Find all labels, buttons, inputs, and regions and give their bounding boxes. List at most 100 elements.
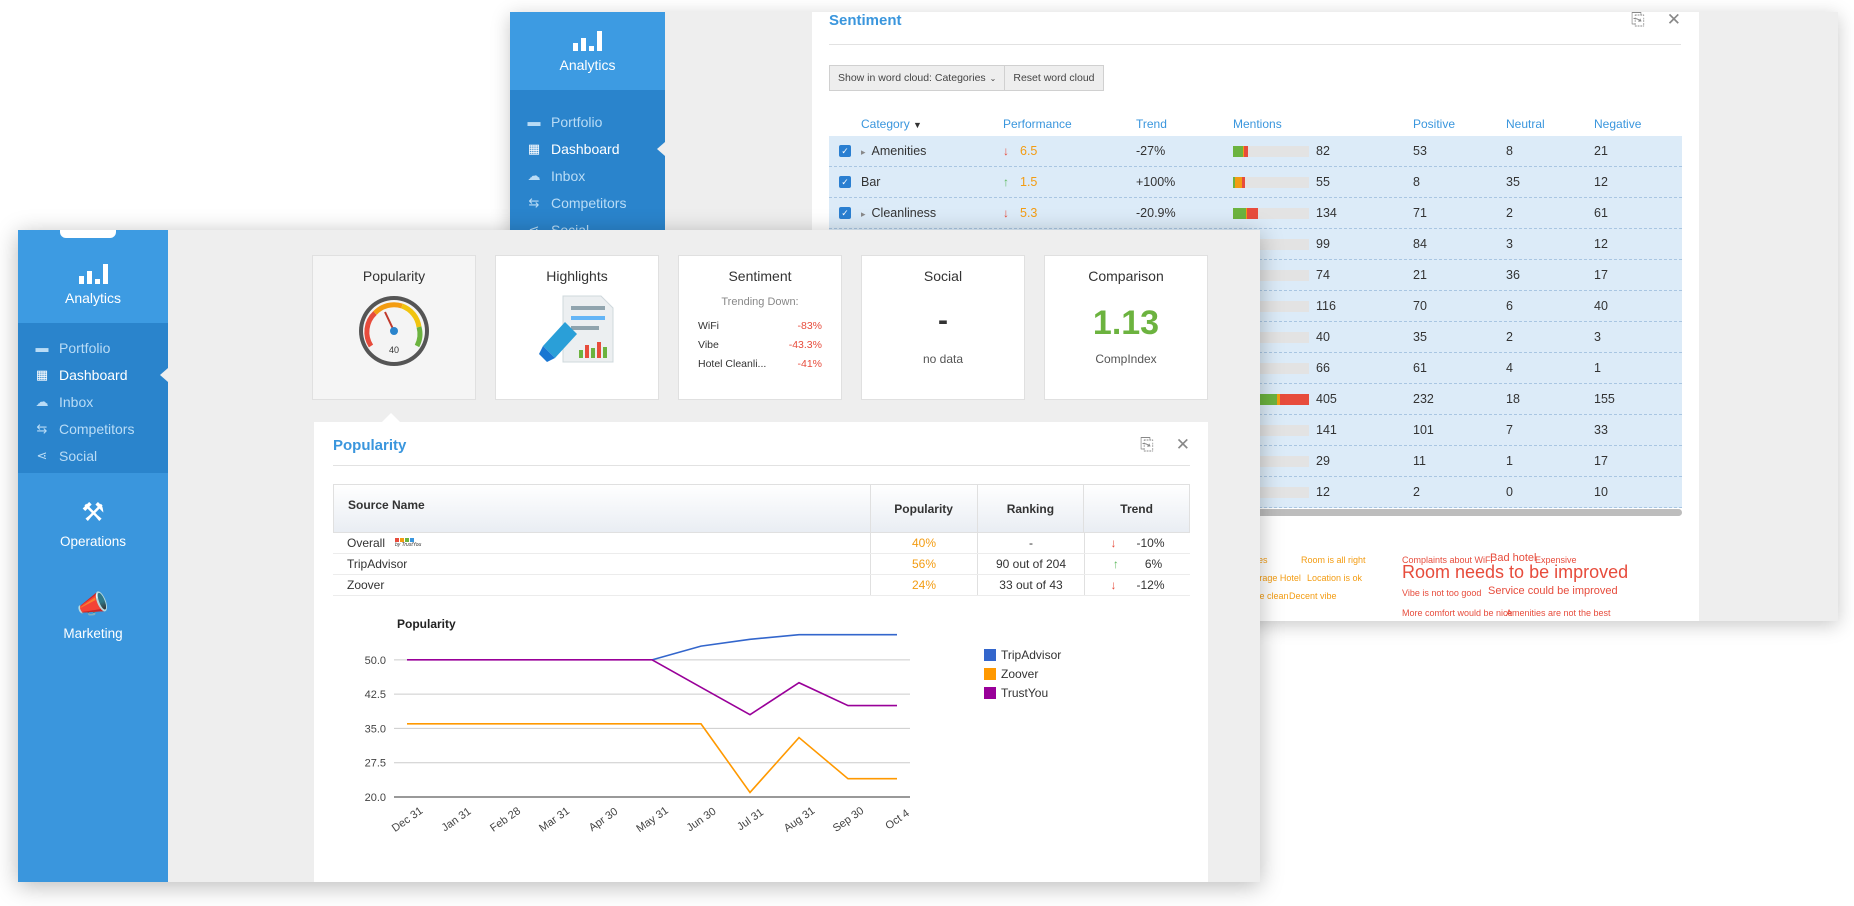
series-line-tripadvisor bbox=[651, 633, 897, 661]
sidebar-item-dashboard[interactable]: ▦ Dashboard bbox=[18, 361, 168, 388]
dashboard-widgets: Popularity 40 Highlights bbox=[312, 255, 1208, 400]
export-icon[interactable]: ⎘ bbox=[1140, 435, 1154, 454]
source-name-cell: Zoover bbox=[347, 578, 385, 592]
arrow-up-icon: ↑ bbox=[1003, 175, 1009, 189]
word-cloud-term[interactable]: Average Hotel bbox=[1244, 573, 1301, 583]
mentions-header[interactable]: Mentions bbox=[1233, 117, 1282, 131]
word-cloud-term[interactable]: Room needs to be improved bbox=[1402, 562, 1629, 582]
sidebar-item-competitors[interactable]: ⇆ Competitors bbox=[18, 415, 168, 442]
word-cloud-term[interactable]: Service could be improved bbox=[1488, 585, 1618, 597]
comparison-widget[interactable]: Comparison 1.13 CompIndex bbox=[1044, 255, 1208, 400]
list-item: Hotel Cleanli... -41% bbox=[698, 354, 822, 373]
word-cloud-term[interactable]: Amenities are not the best bbox=[1506, 608, 1611, 618]
table-row[interactable]: ✓ ▸ Cleanliness ↓ 5.3 -20.9% 134 71 2 61 bbox=[829, 198, 1682, 229]
reset-word-cloud-button[interactable]: Reset word cloud bbox=[1005, 65, 1104, 91]
performance-cell: ↓ 5.3 bbox=[1003, 206, 1136, 220]
mentions-bar-segment bbox=[1242, 145, 1245, 157]
word-cloud-term[interactable]: Location is ok bbox=[1307, 573, 1363, 583]
legend-swatch bbox=[984, 686, 996, 699]
category-header[interactable]: Category ▼ bbox=[861, 117, 1003, 131]
series-line-zoover bbox=[407, 723, 897, 794]
operations-nav[interactable]: ⚒ Operations bbox=[18, 477, 168, 569]
front-sidebar: Analytics ▬ Portfolio ▦ Dashboard ☁ Inbox ⇆… bbox=[18, 230, 168, 882]
positive-cell: 232 bbox=[1413, 392, 1434, 406]
performance-header[interactable]: Performance bbox=[1003, 117, 1072, 131]
exchange-icon: ⇆ bbox=[36, 420, 48, 436]
ranking-header[interactable]: Ranking bbox=[976, 485, 1084, 532]
table-row[interactable]: Overall by TrustYou 40% - ↓ -10% bbox=[333, 533, 1190, 554]
popularity-widget[interactable]: Popularity 40 bbox=[312, 255, 476, 400]
show-in-word-cloud-dropdown[interactable]: Show in word cloud: Categories ⌄ bbox=[829, 65, 1006, 91]
back-sidebar-item-portfolio[interactable]: ▬ Portfolio bbox=[510, 108, 665, 135]
sentiment-widget[interactable]: Sentiment Trending Down: WiFi -83% Vibe -4… bbox=[678, 255, 842, 400]
sidebar-item-portfolio[interactable]: ▬ Portfolio bbox=[18, 334, 168, 361]
mentions-bar-segment bbox=[1233, 145, 1243, 157]
source-name-header[interactable]: Source Name bbox=[348, 498, 425, 512]
mentions-cell: 29 bbox=[1233, 454, 1413, 468]
word-cloud-term[interactable]: Room is all right bbox=[1301, 555, 1366, 565]
table-row[interactable]: ✓ ▸ Amenities ↓ 6.5 -27% 82 53 8 21 bbox=[829, 136, 1682, 167]
trend-cell: -27% bbox=[1136, 144, 1233, 158]
analytics-label: Analytics bbox=[64, 290, 122, 306]
neutral-header[interactable]: Neutral bbox=[1506, 117, 1545, 131]
popularity-header[interactable]: Popularity bbox=[869, 485, 977, 532]
close-icon[interactable]: ✕ bbox=[1666, 12, 1681, 29]
word-cloud-term[interactable]: Quite clean bbox=[1243, 591, 1289, 601]
word-cloud-term[interactable]: Vibe is not too good bbox=[1402, 588, 1482, 598]
sidebar-item-social[interactable]: ⋖ Social bbox=[18, 442, 168, 469]
mentions-bar-segment bbox=[1233, 176, 1235, 188]
sidebar-item-label: Dashboard bbox=[551, 140, 620, 157]
legend-item[interactable]: Zoover bbox=[984, 664, 1061, 683]
mentions-bar-segment bbox=[1246, 207, 1259, 219]
dropdown-label: Show in word cloud: Categories bbox=[838, 72, 986, 84]
word-cloud-term[interactable]: Expensive bbox=[1535, 555, 1577, 565]
back-analytics-nav[interactable]: Analytics bbox=[510, 12, 665, 90]
mentions-cell: 12 bbox=[1233, 485, 1413, 499]
checkbox[interactable]: ✓ bbox=[839, 207, 851, 219]
close-icon[interactable]: ✕ bbox=[1175, 435, 1190, 454]
word-cloud-term[interactable]: Bad hotel bbox=[1490, 552, 1537, 564]
positive-header[interactable]: Positive bbox=[1413, 117, 1456, 131]
social-widget[interactable]: Social - no data bbox=[861, 255, 1025, 400]
popularity-panel-title: Popularity bbox=[333, 437, 407, 454]
legend-item[interactable]: TrustYou bbox=[984, 683, 1061, 702]
chart-legend: TripAdvisor Zoover TrustYou bbox=[984, 645, 1061, 702]
word-cloud-term[interactable]: Decent vibe bbox=[1289, 591, 1337, 601]
arrow-down-icon: ↓ bbox=[1003, 206, 1009, 220]
widget-title: Highlights bbox=[546, 268, 608, 284]
mentions-value: 40 bbox=[1316, 330, 1330, 344]
mentions-value: 99 bbox=[1316, 237, 1330, 251]
x-tick-label: Aug 31 bbox=[782, 805, 817, 835]
neutral-cell: 2 bbox=[1506, 330, 1513, 344]
expand-icon[interactable]: ▸ bbox=[861, 209, 866, 219]
ranking-cell: 33 out of 43 bbox=[977, 575, 1084, 595]
back-sidebar-item-inbox[interactable]: ☁ Inbox bbox=[510, 162, 665, 189]
popularity-chart: Popularity 20.0 27.5 35.0 42.5 50.0 Dec 31 Jan… bbox=[354, 617, 1184, 882]
back-sidebar-item-competitors[interactable]: ⇆ Competitors bbox=[510, 189, 665, 216]
word-cloud-term[interactable]: Complaints about WiFi bbox=[1402, 555, 1493, 565]
export-icon[interactable]: ⎘ bbox=[1631, 12, 1645, 29]
expand-icon[interactable]: ▸ bbox=[861, 147, 866, 157]
legend-item[interactable]: TripAdvisor bbox=[984, 645, 1061, 664]
inbox-icon: ☁ bbox=[35, 393, 49, 409]
highlights-widget[interactable]: Highlights bbox=[495, 255, 659, 400]
sidebar-item-inbox[interactable]: ☁ Inbox bbox=[18, 388, 168, 415]
mentions-bar bbox=[1233, 176, 1309, 188]
mentions-value: 134 bbox=[1316, 206, 1337, 220]
table-row[interactable]: ✓ Bar ↑ 1.5 +100% 55 8 35 12 bbox=[829, 167, 1682, 198]
table-row[interactable]: TripAdvisor 56% 90 out of 204 ↑ 6% bbox=[333, 554, 1190, 575]
marketing-nav[interactable]: 📣 Marketing bbox=[18, 569, 168, 661]
mentions-value: 66 bbox=[1316, 361, 1330, 375]
negative-header[interactable]: Negative bbox=[1594, 117, 1642, 131]
back-sidebar-item-dashboard[interactable]: ▦ Dashboard bbox=[510, 135, 665, 162]
checkbox[interactable]: ✓ bbox=[839, 176, 851, 188]
table-row[interactable]: Zoover 24% 33 out of 43 ↓ -12% bbox=[333, 575, 1190, 596]
word-cloud-term[interactable]: More comfort would be nice bbox=[1402, 608, 1513, 618]
trend-header[interactable]: Trend bbox=[1083, 485, 1189, 532]
legend-label: Zoover bbox=[1001, 666, 1039, 681]
checkbox[interactable]: ✓ bbox=[839, 145, 851, 157]
trend-header[interactable]: Trend bbox=[1136, 117, 1167, 131]
analytics-nav[interactable]: Analytics bbox=[18, 230, 168, 323]
mentions-value: 141 bbox=[1316, 423, 1337, 437]
trend-value: -83% bbox=[797, 319, 822, 332]
